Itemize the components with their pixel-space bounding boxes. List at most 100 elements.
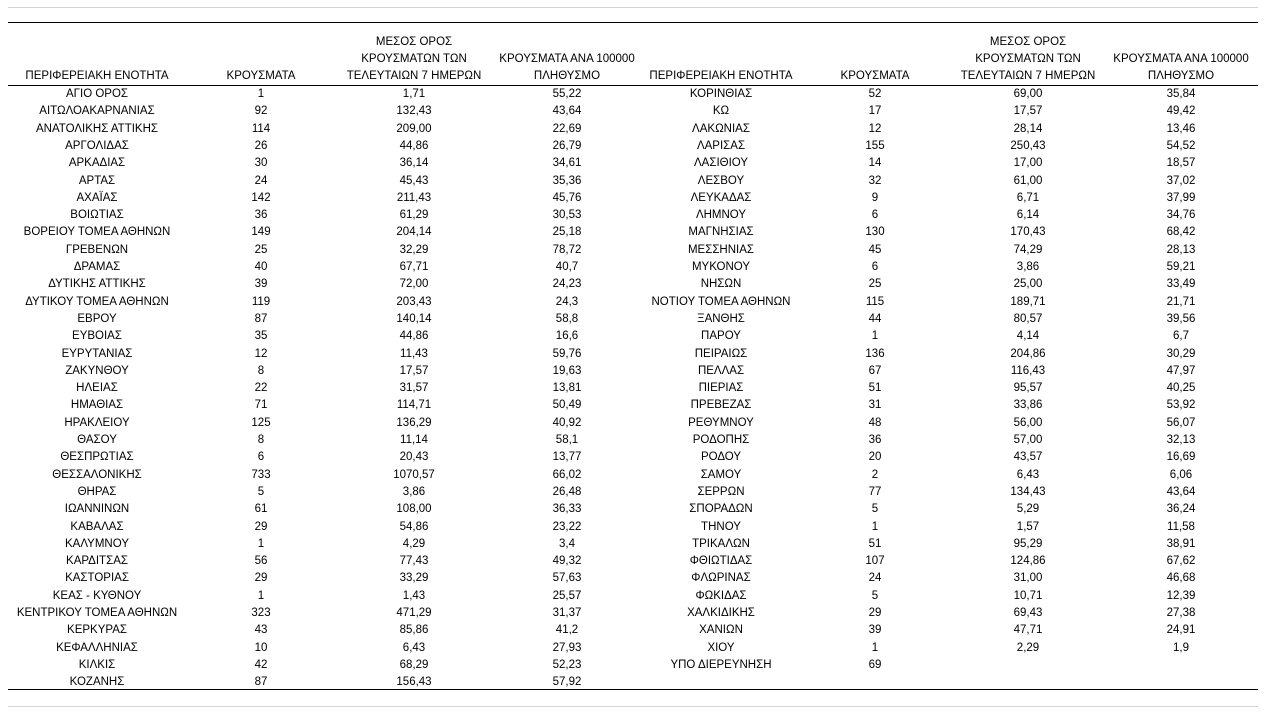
cell-region: ΑΙΤΩΛΟΑΚΑΡΝΑΝΙΑΣ [39,105,155,118]
cell-weekly-average: 61,29 [399,209,429,222]
cell-cases: 6 [871,261,879,273]
cell-cases: 22 [254,382,268,395]
cell-cases-per-100000: 56,07 [1166,416,1196,429]
cell-weekly-average: 209,00 [396,122,432,135]
cell-cases: 61 [254,503,268,516]
cell-cases: 142 [251,191,271,204]
cell-region: ΚΙΛΚΙΣ [78,658,116,671]
cell-region: ΠΡΕΒΕΖΑΣ [690,399,752,412]
cell-cases-per-100000: 47,97 [1166,364,1196,377]
cell-weekly-average: 11,14 [400,434,428,446]
cell-weekly-average: 203,43 [396,295,432,308]
header-weekly-average: ΚΡΟΥΣΜΑΤΩΝ ΤΩΝ [975,53,1081,65]
cell-cases: 48 [868,416,882,429]
cell-region: ΝΗΣΩΝ [700,278,742,291]
cell-weekly-average: 204,86 [1010,347,1046,360]
cell-weekly-average: 1070,57 [393,468,435,481]
cell-region: ΑΧΑΪΑΣ [76,191,118,204]
cell-weekly-average: 95,57 [1013,382,1043,395]
cell-region: ΙΩΑΝΝΙΝΩΝ [64,503,130,516]
cell-cases-per-100000: 13,77 [552,451,582,464]
header-cases-per-100000: ΠΛΗΘΥΣΜΟ [1147,70,1215,82]
cell-cases-per-100000: 16,6 [555,330,579,343]
cell-region: ΚΑΡΔΙΤΣΑΣ [66,555,128,568]
cell-cases: 1 [257,88,265,100]
cell-region: ΡΕΘΥΜΝΟΥ [688,416,754,429]
cell-region: ΗΛΕΙΑΣ [76,382,118,395]
cell-weekly-average: 116,43 [1010,364,1046,377]
cell-weekly-average: 1,43 [402,589,426,602]
cell-region: ΘΕΣΠΡΩΤΙΑΣ [60,451,134,464]
cell-cases-per-100000: 45,76 [552,191,582,204]
cell-cases: 20 [868,451,882,464]
cell-cases: 1 [871,641,879,654]
cell-weekly-average: 95,29 [1013,537,1043,550]
cell-cases: 130 [865,226,885,239]
cell-region: ΕΥΡΥΤΑΝΙΑΣ [61,347,133,360]
cell-region: ΠΕΙΡΑΙΩΣ [694,347,748,360]
cell-weekly-average: 17,57 [1013,105,1043,118]
cell-cases: 51 [868,537,882,550]
cell-region: ΥΠΟ ΔΙΕΡΕΥΝΗΣΗ [670,658,772,671]
cell-cases-per-100000: 37,99 [1166,191,1196,204]
cell-cases-per-100000: 1,9 [1173,641,1189,654]
cell-weekly-average: 31,57 [399,382,429,395]
cell-cases-per-100000: 31,37 [552,607,582,619]
cell-cases: 149 [251,226,271,239]
cell-region: ΚΕΦΑΛΛΗΝΙΑΣ [56,641,138,654]
cell-cases-per-100000: 26,79 [552,139,582,152]
cell-weekly-average: 56,00 [1013,416,1043,429]
cell-cases: 35 [254,330,268,343]
cell-cases: 32 [868,174,882,187]
cell-weekly-average: 6,71 [1016,191,1040,204]
table-bottom-rule [8,689,1258,690]
cell-cases-per-100000: 58,1 [555,434,579,446]
cell-cases-per-100000: 6,7 [1173,330,1189,343]
cell-cases: 51 [868,382,882,395]
cell-region: ΘΗΡΑΣ [77,485,117,498]
cell-region: ΛΑΣΙΘΙΟΥ [693,157,749,170]
header-cases-per-100000: ΚΡΟΥΣΜΑΤΑ ΑΝΑ 100000 [499,53,635,65]
cell-weekly-average: 4,14 [1016,330,1040,343]
cell-cases: 69 [868,658,882,671]
cell-region: ΛΕΣΒΟΥ [697,174,745,187]
cell-weekly-average: 1,71 [402,88,426,100]
cell-cases-per-100000: 49,32 [552,555,582,568]
cell-cases: 25 [254,243,268,256]
cell-weekly-average: 5,29 [1016,503,1040,516]
cell-cases-per-100000: 25,57 [552,589,582,602]
cell-region: ΑΡΓΟΛΙΔΑΣ [65,139,129,152]
cell-cases-per-100000: 66,02 [552,468,582,481]
cell-region: ΜΥΚΟΝΟΥ [691,261,751,273]
header-region: ΠΕΡΙΦΕΡΕΙΑΚΗ ΕΝΟΤΗΤΑ [25,70,169,82]
cell-cases-per-100000: 22,69 [552,122,582,135]
cell-cases-per-100000: 19,63 [552,364,582,377]
cell-cases-per-100000: 27,93 [552,641,582,654]
cell-region: ΕΒΡΟΥ [77,312,117,325]
header-weekly-average: ΤΕΛΕΥΤΑΙΩΝ 7 ΗΜΕΡΩΝ [960,70,1096,82]
cell-cases-per-100000: 41,2 [555,624,579,637]
cell-cases-per-100000: 13,81 [552,382,582,395]
cell-cases-per-100000: 25,18 [552,226,582,239]
cell-cases-per-100000: 37,02 [1166,174,1196,187]
cell-cases-per-100000: 52,23 [552,658,582,671]
cell-weekly-average: 68,29 [399,658,429,671]
cell-region: ΡΟΔΟΠΗΣ [692,434,750,446]
cell-cases-per-100000: 34,76 [1166,209,1196,222]
cell-weekly-average: 36,14 [399,157,429,170]
cell-cases-per-100000: 30,29 [1166,347,1196,360]
cell-cases: 114 [251,122,271,135]
cell-cases: 9 [871,191,879,204]
cell-cases: 14 [868,157,882,170]
cell-region: ΧΙΟΥ [707,641,735,654]
cell-cases: 119 [251,295,271,308]
cell-cases: 10 [254,641,268,654]
cell-region: ΣΕΡΡΩΝ [697,485,745,498]
cell-cases-per-100000: 43,64 [552,105,582,118]
cell-region: ΠΑΡΟΥ [701,330,741,343]
cell-region: ΣΠΟΡΑΔΩΝ [689,503,753,516]
cell-region: ΧΑΛΚΙΔΙΚΗΣ [687,607,755,619]
cell-weekly-average: 250,43 [1010,139,1046,152]
cell-cases: 44 [868,312,882,325]
cell-region: ΠΙΕΡΙΑΣ [698,382,744,395]
